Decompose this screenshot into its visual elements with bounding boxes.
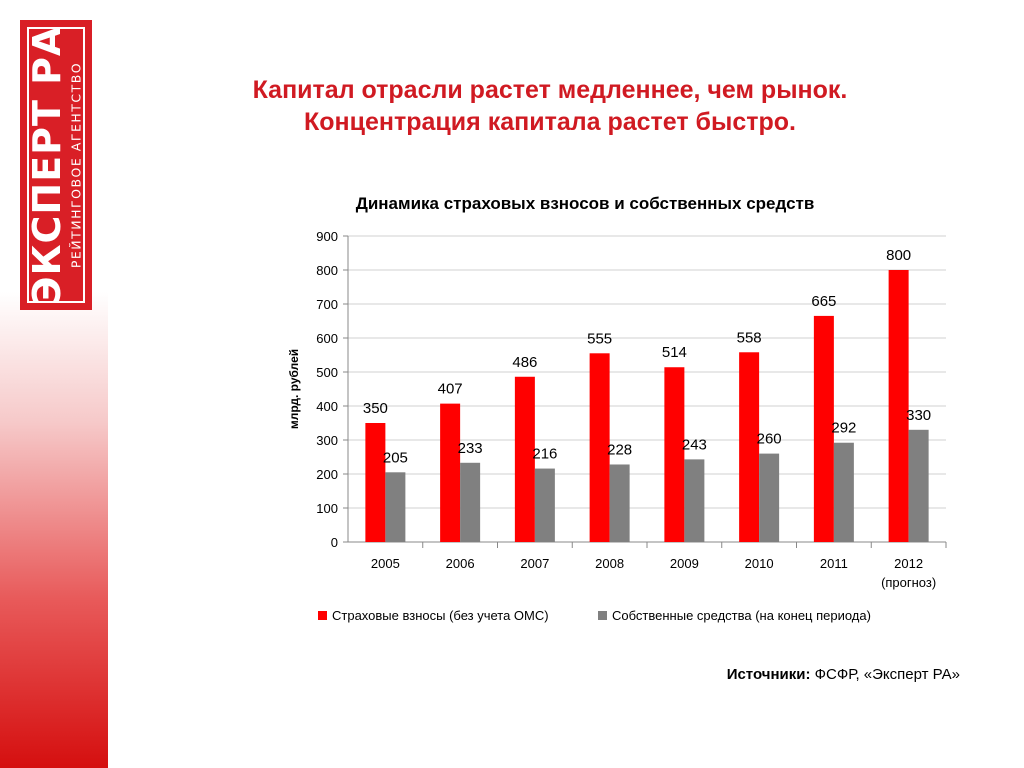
data-label: 514 xyxy=(662,344,687,361)
y-tick-label: 200 xyxy=(316,467,338,482)
data-label: 555 xyxy=(587,330,612,347)
legend-premiums-swatch xyxy=(318,611,327,620)
data-label: 243 xyxy=(682,436,707,453)
slide-title: Капитал отрасли растет медленнее, чем ры… xyxy=(150,74,950,138)
x-tick-label: 2006 xyxy=(446,556,475,571)
source-note: Источники: ФСФР, «Эксперт РА» xyxy=(727,666,960,683)
data-label: 558 xyxy=(737,329,762,346)
slide-title-line-2: Концентрация капитала растет быстро. xyxy=(304,108,796,136)
data-label: 228 xyxy=(607,441,632,458)
source-label: Источники xyxy=(726,666,806,683)
bar-equity xyxy=(833,442,854,542)
bar-equity xyxy=(684,459,705,542)
data-label: 205 xyxy=(383,449,408,466)
legend-equity-label: Собственные средства (на конец периода) xyxy=(612,608,871,623)
bar-premiums xyxy=(440,403,461,542)
logo-frame: ЭКСПЕРТ РА РЕЙТИНГОВОЕ АГЕНТСТВО xyxy=(27,27,85,303)
data-label: 665 xyxy=(811,293,836,310)
y-tick-label: 900 xyxy=(316,229,338,244)
data-label: 407 xyxy=(438,381,463,398)
y-tick-label: 300 xyxy=(316,433,338,448)
data-label: 800 xyxy=(886,247,911,264)
logo-main-text: ЭКСПЕРТ РА xyxy=(27,27,69,303)
chart-title: Динамика страховых взносов и собственных… xyxy=(356,194,815,213)
legend-premiums-label: Страховые взносы (без учета ОМС) xyxy=(332,608,549,623)
bar-equity xyxy=(534,468,555,542)
bar-premiums xyxy=(813,315,834,542)
bar-premiums xyxy=(589,353,610,542)
y-tick-label: 0 xyxy=(331,535,338,550)
bar-equity xyxy=(460,462,481,542)
data-label: 260 xyxy=(757,431,782,448)
data-label: 330 xyxy=(906,407,931,424)
expert-ra-logo: ЭКСПЕРТ РА РЕЙТИНГОВОЕ АГЕНТСТВО xyxy=(20,20,92,310)
y-tick-label: 600 xyxy=(316,331,338,346)
x-tick-label: 2012 xyxy=(894,556,923,571)
x-tick-label: 2005 xyxy=(371,556,400,571)
slide-title-line-1: Капитал отрасли растет медленнее, чем ры… xyxy=(252,76,848,104)
data-label: 233 xyxy=(458,440,483,457)
data-label: 292 xyxy=(831,420,856,437)
bar-premiums xyxy=(739,352,760,542)
x-tick-label: 2009 xyxy=(670,556,699,571)
bar-equity xyxy=(759,453,780,542)
logo-sub-text: РЕЙТИНГОВОЕ АГЕНТСТВО xyxy=(68,61,84,269)
bar-chart: Динамика страховых взносов и собственных… xyxy=(287,194,947,623)
bar-equity xyxy=(385,472,406,542)
legend-equity-swatch xyxy=(598,611,607,620)
bar-premiums xyxy=(514,376,535,542)
x-tick-label: 2008 xyxy=(595,556,624,571)
source-colon: : xyxy=(805,666,811,683)
data-label: 486 xyxy=(512,354,537,371)
x-tick-label: 2007 xyxy=(520,556,549,571)
y-tick-label: 800 xyxy=(316,263,338,278)
data-label: 350 xyxy=(363,400,388,417)
source-text: ФСФР, «Эксперт РА» xyxy=(810,666,960,683)
x-tick-label: 2011 xyxy=(820,556,848,571)
y-tick-label: 400 xyxy=(316,399,338,414)
data-label: 216 xyxy=(532,446,557,463)
y-tick-label: 100 xyxy=(316,501,338,516)
y-axis-label: млрд. рублей xyxy=(287,349,301,429)
bar-premiums xyxy=(888,270,909,542)
y-tick-label: 500 xyxy=(316,365,338,380)
bar-equity xyxy=(609,464,630,542)
y-tick-label: 700 xyxy=(316,297,338,312)
bar-premiums xyxy=(365,423,386,542)
bar-premiums xyxy=(664,367,685,542)
x-tick-sublabel: (прогноз) xyxy=(881,575,936,590)
x-tick-label: 2010 xyxy=(745,556,774,571)
bar-equity xyxy=(908,429,929,542)
